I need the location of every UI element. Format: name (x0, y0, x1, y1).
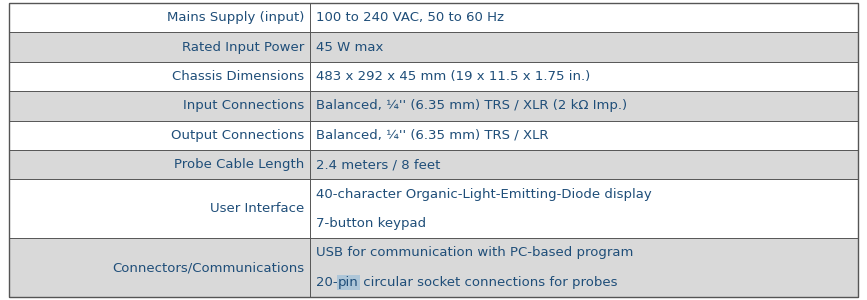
Text: Chassis Dimensions: Chassis Dimensions (173, 70, 304, 83)
Bar (9, 91, 858, 121)
Bar (9, 150, 858, 179)
Text: Balanced, ¼'' (6.35 mm) TRS / XLR: Balanced, ¼'' (6.35 mm) TRS / XLR (316, 129, 549, 142)
Text: Output Connections: Output Connections (171, 129, 304, 142)
Text: 45 W max: 45 W max (316, 40, 384, 54)
Text: USB for communication with PC-based program: USB for communication with PC-based prog… (316, 246, 634, 260)
Text: 40-character Organic-Light-Emitting-Diode display: 40-character Organic-Light-Emitting-Diod… (316, 188, 652, 201)
Text: 2.4 meters / 8 feet: 2.4 meters / 8 feet (316, 158, 440, 171)
Bar (9, 179, 858, 238)
Text: Input Connections: Input Connections (183, 99, 304, 112)
Bar (9, 32, 858, 62)
Bar (9, 238, 858, 297)
Bar (9, 62, 858, 91)
Text: Rated Input Power: Rated Input Power (182, 40, 304, 54)
Text: 20-: 20- (316, 276, 338, 289)
Text: Mains Supply (input): Mains Supply (input) (166, 11, 304, 24)
Bar (9, 3, 858, 32)
Text: 483 x 292 x 45 mm (19 x 11.5 x 1.75 in.): 483 x 292 x 45 mm (19 x 11.5 x 1.75 in.) (316, 70, 590, 83)
Text: Connectors/Communications: Connectors/Communications (112, 261, 304, 274)
Text: 7-button keypad: 7-button keypad (316, 217, 427, 230)
Text: pin: pin (338, 276, 359, 289)
Text: 100 to 240 VAC, 50 to 60 Hz: 100 to 240 VAC, 50 to 60 Hz (316, 11, 505, 24)
Text: circular socket connections for probes: circular socket connections for probes (359, 276, 617, 289)
Text: Probe Cable Length: Probe Cable Length (174, 158, 304, 171)
Text: User Interface: User Interface (210, 202, 304, 215)
Text: Balanced, ¼'' (6.35 mm) TRS / XLR (2 kΩ Imp.): Balanced, ¼'' (6.35 mm) TRS / XLR (2 kΩ … (316, 99, 628, 112)
Bar (9, 121, 858, 150)
